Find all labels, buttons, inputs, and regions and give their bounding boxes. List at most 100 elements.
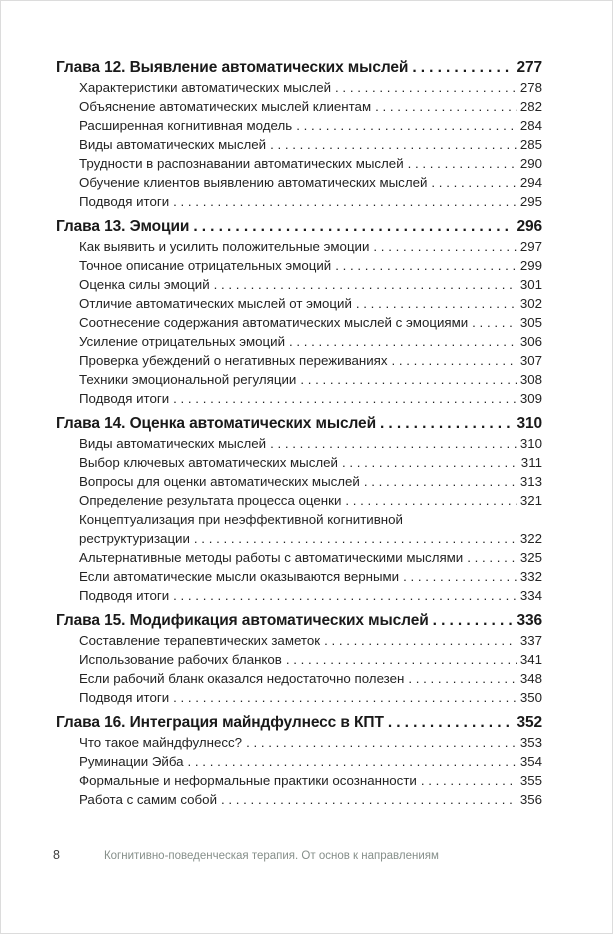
toc-entry-title: Отличие автоматических мыслей от эмоций bbox=[79, 296, 352, 311]
toc-entry-title: Оценка силы эмоций bbox=[79, 277, 210, 292]
dot-leader bbox=[188, 752, 517, 771]
toc-chapter-title: Глава 12. Выявление автоматических мысле… bbox=[56, 59, 409, 76]
toc-entry-page: 306 bbox=[519, 334, 542, 349]
dot-leader bbox=[431, 173, 516, 192]
toc-entry-page: 313 bbox=[519, 474, 542, 489]
toc-entry-title: Характеристики автоматических мыслей bbox=[79, 80, 332, 95]
toc-chapter-entries: Составление терапевтических заметок 337 … bbox=[56, 631, 542, 707]
toc-entry-title: Что такое майндфулнесс? bbox=[79, 735, 243, 750]
toc-entry-title: Работа с самим собой bbox=[79, 792, 217, 807]
dot-leader bbox=[300, 370, 517, 389]
toc-entry: Соотнесение содержания автоматических мы… bbox=[56, 313, 542, 332]
dot-leader bbox=[388, 712, 514, 733]
toc-entry: Оценка силы эмоций 301 bbox=[56, 275, 542, 294]
toc-entry: Определение результата процесса оценки 3… bbox=[56, 491, 542, 510]
toc-chapter-title: Глава 13. Эмоции bbox=[56, 218, 190, 235]
dot-leader bbox=[408, 669, 516, 688]
toc-entry-page: 325 bbox=[519, 550, 542, 565]
dot-leader bbox=[373, 237, 516, 256]
toc-entry-title: Подводя итоги bbox=[79, 194, 170, 209]
toc-entry: Обучение клиентов выявлению автоматическ… bbox=[56, 173, 542, 192]
dot-leader bbox=[286, 650, 517, 669]
toc-entry-title: Точное описание отрицательных эмоций bbox=[79, 258, 332, 273]
toc-entry-main-line: Работа с самим собой 356 bbox=[56, 790, 542, 809]
toc-entry-page: 290 bbox=[519, 156, 542, 171]
toc-entry-main-line: Оценка силы эмоций 301 bbox=[56, 275, 542, 294]
dot-leader bbox=[193, 216, 513, 237]
toc-entry: Если рабочий бланк оказался недостаточно… bbox=[56, 669, 542, 688]
dot-leader bbox=[335, 78, 517, 97]
toc-entry-main-line: Подводя итоги 334 bbox=[56, 586, 542, 605]
toc-entry-main-line: Выбор ключевых автоматических мыслей 311 bbox=[56, 453, 542, 472]
toc-entry-page: 322 bbox=[519, 531, 542, 546]
toc-entry: Составление терапевтических заметок 337 bbox=[56, 631, 542, 650]
toc-entry-page: 337 bbox=[519, 633, 542, 648]
dot-leader bbox=[194, 529, 517, 548]
dot-leader bbox=[472, 313, 517, 332]
toc-entry-title: Если рабочий бланк оказался недостаточно… bbox=[79, 671, 405, 686]
toc-chapter-heading: Глава 16. Интеграция майндфулнесс в КПТ … bbox=[56, 712, 542, 733]
dot-leader bbox=[433, 610, 514, 631]
toc-chapter-heading: Глава 12. Выявление автоматических мысле… bbox=[56, 57, 542, 78]
toc-entry: Подводя итоги 309 bbox=[56, 389, 542, 408]
toc-entry: Характеристики автоматических мыслей 278 bbox=[56, 78, 542, 97]
dot-leader bbox=[296, 116, 517, 135]
page-footer: 8 Когнитивно-поведенческая терапия. От о… bbox=[53, 848, 542, 864]
toc-entry-main-line: Использование рабочих бланков 341 bbox=[56, 650, 542, 669]
dot-leader bbox=[392, 351, 517, 370]
toc-entry: Точное описание отрицательных эмоций 299 bbox=[56, 256, 542, 275]
toc-entry: Использование рабочих бланков 341 bbox=[56, 650, 542, 669]
toc-chapter-entries: Виды автоматических мыслей 310 Выбор клю… bbox=[56, 434, 542, 605]
dot-leader bbox=[221, 790, 517, 809]
toc-entry-title: Альтернативные методы работы с автоматич… bbox=[79, 550, 464, 565]
toc-entry-main-line: Обучение клиентов выявлению автоматическ… bbox=[56, 173, 542, 192]
running-title: Когнитивно-поведенческая терапия. От осн… bbox=[103, 850, 439, 862]
dot-leader bbox=[421, 771, 517, 790]
dot-leader bbox=[246, 733, 517, 752]
toc-chapter: Глава 13. Эмоции 296 Как выявить и усили… bbox=[56, 216, 542, 408]
toc-entry-title: Подводя итоги bbox=[79, 690, 170, 705]
toc-entry-title: Усиление отрицательных эмоций bbox=[79, 334, 285, 349]
toc-chapter-heading: Глава 14. Оценка автоматических мыслей 3… bbox=[56, 413, 542, 434]
toc-entry-page: 332 bbox=[519, 569, 542, 584]
toc-entry-page: 354 bbox=[519, 754, 542, 769]
dot-leader bbox=[289, 332, 517, 351]
toc-entry-page: 334 bbox=[519, 588, 542, 603]
toc-entry-main-line: Техники эмоциональной регуляции 308 bbox=[56, 370, 542, 389]
toc-entry-main-line: Виды автоматических мыслей 285 bbox=[56, 135, 542, 154]
toc-entry-title: Если автоматические мысли оказываются ве… bbox=[79, 569, 400, 584]
toc-chapter: Глава 14. Оценка автоматических мыслей 3… bbox=[56, 413, 542, 605]
toc-entry-page: 284 bbox=[519, 118, 542, 133]
toc-entry-main-line: Точное описание отрицательных эмоций 299 bbox=[56, 256, 542, 275]
toc-entry-title: Как выявить и усилить положительные эмоц… bbox=[79, 239, 370, 254]
toc-entry-page: 348 bbox=[519, 671, 542, 686]
toc-entry: Усиление отрицательных эмоций 306 bbox=[56, 332, 542, 351]
toc-entry-main-line: реструктуризации 322 bbox=[56, 529, 542, 548]
toc-chapter-entries: Как выявить и усилить положительные эмоц… bbox=[56, 237, 542, 408]
toc-entry: Объяснение автоматических мыслей клиента… bbox=[56, 97, 542, 116]
toc-entry-page: 311 bbox=[520, 455, 542, 470]
toc-entry-page: 282 bbox=[519, 99, 542, 114]
toc-entry-main-line: Виды автоматических мыслей 310 bbox=[56, 434, 542, 453]
toc-chapter-entries: Характеристики автоматических мыслей 278… bbox=[56, 78, 542, 211]
toc-entry: Работа с самим собой 356 bbox=[56, 790, 542, 809]
toc-entry-main-line: Если автоматические мысли оказываются ве… bbox=[56, 567, 542, 586]
table-of-contents: Глава 12. Выявление автоматических мысле… bbox=[56, 57, 542, 809]
toc-entry-title: Соотнесение содержания автоматических мы… bbox=[79, 315, 469, 330]
toc-entry-title: Проверка убеждений о негативных пережива… bbox=[79, 353, 388, 368]
toc-entry-main-line: Определение результата процесса оценки 3… bbox=[56, 491, 542, 510]
toc-entry-page: 285 bbox=[519, 137, 542, 152]
dot-leader bbox=[335, 256, 517, 275]
dot-leader bbox=[324, 631, 517, 650]
toc-entry-title: Руминации Эйба bbox=[79, 754, 184, 769]
toc-entry-main-line: Отличие автоматических мыслей от эмоций … bbox=[56, 294, 542, 313]
toc-entry: Подводя итоги 295 bbox=[56, 192, 542, 211]
toc-chapter-entries: Что такое майндфулнесс? 353 Руминации Эй… bbox=[56, 733, 542, 809]
dot-leader bbox=[214, 275, 517, 294]
toc-entry-page: 299 bbox=[519, 258, 542, 273]
dot-leader bbox=[356, 294, 517, 313]
dot-leader bbox=[467, 548, 517, 567]
toc-entry-page: 341 bbox=[519, 652, 542, 667]
toc-entry-page: 353 bbox=[519, 735, 542, 750]
